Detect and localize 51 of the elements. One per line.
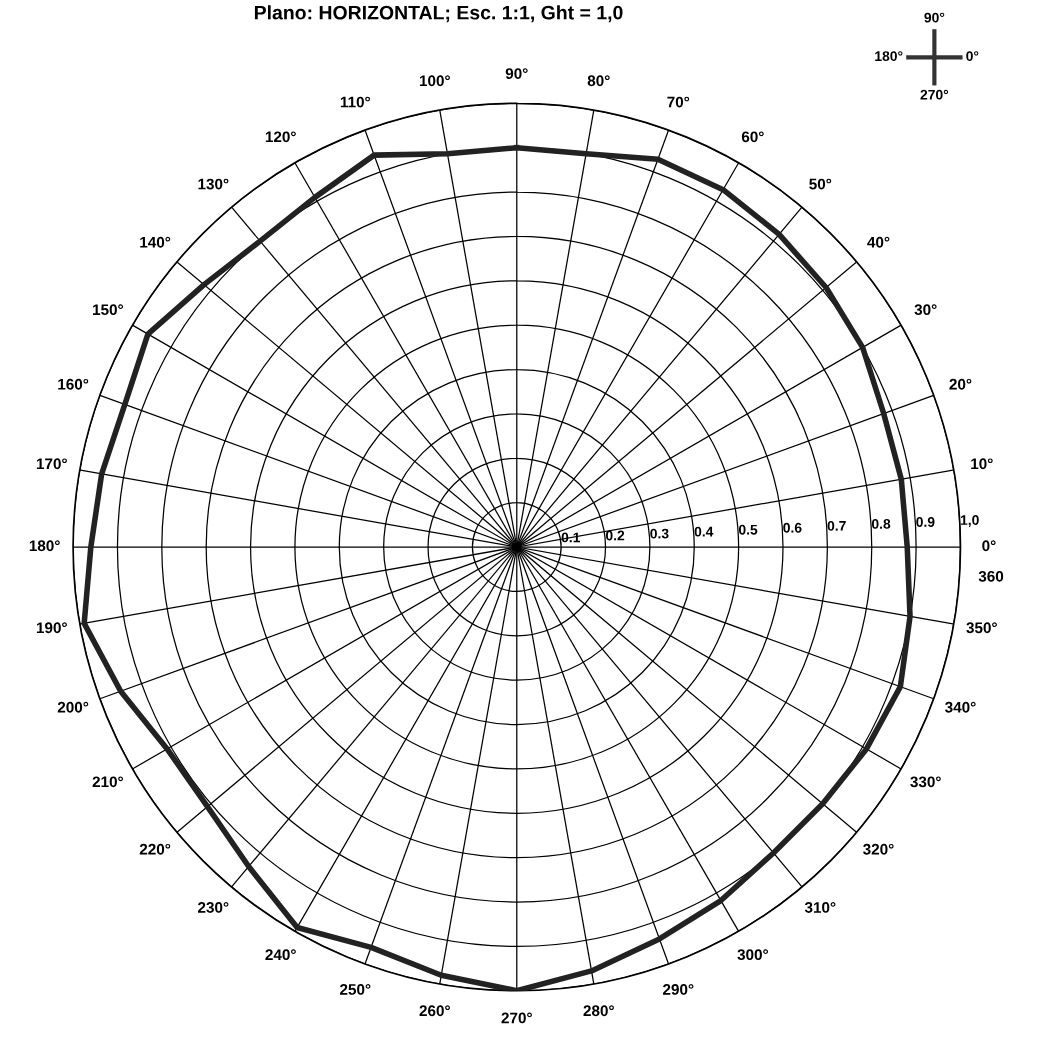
- spoke-label: 50°: [809, 178, 832, 190]
- spoke-label: 240°: [265, 949, 296, 961]
- spoke-label: 320°: [863, 843, 894, 855]
- spoke-label: 170°: [36, 458, 67, 470]
- text: 0°: [966, 51, 979, 62]
- spoke-label: 40°: [867, 236, 890, 248]
- spoke-label: 130°: [198, 178, 229, 190]
- spoke-label: 150°: [93, 304, 124, 316]
- text: 90°: [924, 12, 945, 23]
- spoke-label: 110°: [340, 96, 371, 108]
- y-tick-label: 1,0: [960, 515, 979, 527]
- spoke-label: 120°: [265, 131, 296, 143]
- spoke-label: 330°: [910, 776, 941, 788]
- spoke-label: 260°: [419, 1005, 450, 1017]
- spoke-label: 280°: [583, 1005, 614, 1017]
- spoke-label: 20°: [949, 378, 972, 390]
- spoke-label: 60°: [741, 131, 764, 143]
- y-tick-label: 0.4: [694, 526, 714, 537]
- spoke-label: 90°: [505, 68, 528, 79]
- spoke-label: 140°: [140, 236, 171, 248]
- spoke-label: 290°: [663, 984, 694, 995]
- spoke-label: 350°: [966, 622, 997, 634]
- spoke-label: 180°: [29, 540, 60, 552]
- spoke-label: 80°: [587, 75, 610, 87]
- spoke-label: 160°: [58, 378, 89, 390]
- spoke-label: 270°: [501, 1012, 532, 1024]
- spoke-label: 250°: [340, 984, 371, 995]
- y-tick-label: 0.2: [605, 530, 625, 541]
- spoke-label: 220°: [139, 843, 171, 855]
- spoke-label: 70°: [667, 96, 690, 108]
- spoke-label: 10°: [971, 458, 993, 470]
- spoke-label: 200°: [57, 701, 89, 713]
- spoke-label: 100°: [419, 75, 450, 87]
- chart-title: Plano: HORIZONTAL; Esc. 1:1, Ght = 1,0: [254, 5, 623, 23]
- y-tick-label: 0.8: [871, 518, 891, 529]
- y-tick-label: 0.6: [783, 522, 802, 533]
- spoke-label: 190°: [36, 622, 67, 634]
- spoke-label: 300°: [737, 949, 769, 961]
- text: 270°: [920, 89, 949, 100]
- spoke-label: 230°: [198, 902, 229, 913]
- y-tick-label: 0.3: [650, 528, 669, 539]
- spoke-label: 340°: [945, 701, 976, 713]
- spoke-label: 210°: [92, 776, 124, 788]
- spoke-label: 30°: [914, 304, 937, 316]
- spoke-label: 0°: [982, 540, 996, 552]
- y-tick-label: 0.7: [827, 520, 846, 531]
- text: 360: [978, 570, 1004, 582]
- y-tick-label: 0.5: [738, 524, 758, 535]
- text: 180°: [875, 51, 903, 62]
- spoke-label: 310°: [804, 902, 836, 913]
- y-tick-label: 0.9: [916, 517, 935, 527]
